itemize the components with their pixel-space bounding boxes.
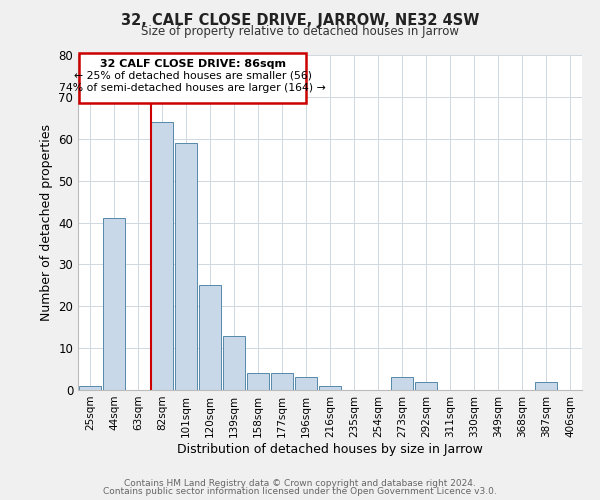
Text: ← 25% of detached houses are smaller (56): ← 25% of detached houses are smaller (56… xyxy=(74,71,311,81)
Bar xyxy=(223,336,245,390)
Y-axis label: Number of detached properties: Number of detached properties xyxy=(40,124,53,321)
Bar xyxy=(79,386,101,390)
X-axis label: Distribution of detached houses by size in Jarrow: Distribution of detached houses by size … xyxy=(177,442,483,456)
Bar xyxy=(199,286,221,390)
Text: Size of property relative to detached houses in Jarrow: Size of property relative to detached ho… xyxy=(141,25,459,38)
FancyBboxPatch shape xyxy=(79,53,306,103)
Text: Contains public sector information licensed under the Open Government Licence v3: Contains public sector information licen… xyxy=(103,487,497,496)
Text: 32, CALF CLOSE DRIVE, JARROW, NE32 4SW: 32, CALF CLOSE DRIVE, JARROW, NE32 4SW xyxy=(121,12,479,28)
Bar xyxy=(415,382,437,390)
Bar xyxy=(295,378,317,390)
Text: 32 CALF CLOSE DRIVE: 86sqm: 32 CALF CLOSE DRIVE: 86sqm xyxy=(100,59,286,69)
Bar xyxy=(103,218,125,390)
Bar xyxy=(271,373,293,390)
Text: 74% of semi-detached houses are larger (164) →: 74% of semi-detached houses are larger (… xyxy=(59,82,326,92)
Bar xyxy=(535,382,557,390)
Bar xyxy=(175,143,197,390)
Bar xyxy=(391,378,413,390)
Text: Contains HM Land Registry data © Crown copyright and database right 2024.: Contains HM Land Registry data © Crown c… xyxy=(124,478,476,488)
Bar xyxy=(319,386,341,390)
Bar xyxy=(247,373,269,390)
Bar xyxy=(151,122,173,390)
